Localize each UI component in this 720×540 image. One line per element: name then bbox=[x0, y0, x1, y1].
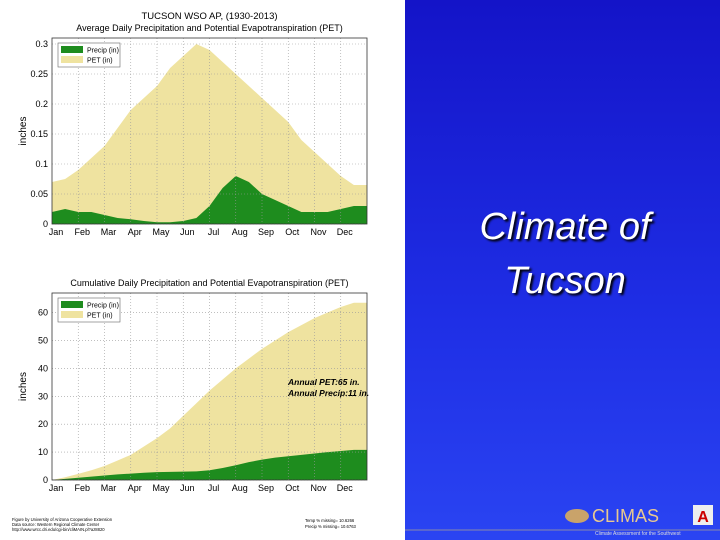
y-axis-label: inches bbox=[18, 372, 29, 401]
plot-frame bbox=[51, 292, 368, 481]
legend-swatch bbox=[61, 311, 83, 318]
annotation: Annual PET:65 in. bbox=[287, 377, 360, 387]
legend-label: Precip (in) bbox=[87, 303, 119, 310]
logo-mark: A bbox=[697, 509, 709, 526]
footer-note: Precip % missing= 10.6763 bbox=[305, 524, 357, 529]
y-tick-label: 0 bbox=[43, 219, 48, 229]
y-tick-label: 0.1 bbox=[35, 159, 48, 169]
x-tick-label: Oct bbox=[285, 227, 300, 237]
x-tick-label: Apr bbox=[128, 483, 142, 493]
legend-swatch bbox=[61, 46, 83, 53]
legend-label: PET (in) bbox=[87, 58, 113, 65]
footer-note: Temp % missing= 10.6266 bbox=[305, 518, 355, 523]
logo-tagline: Climate Assessment for the Southwest bbox=[595, 531, 681, 537]
slide-title: Climate of Tucson bbox=[479, 206, 651, 302]
x-tick-label: May bbox=[152, 227, 170, 237]
y-tick-label: 10 bbox=[38, 447, 48, 457]
charts: 0 0.05 0.1 0.15 0.2 0.25 0.3 Jan Feb Mar Apr May Jun… bbox=[12, 11, 369, 532]
x-tick-label: May bbox=[152, 483, 170, 493]
legend-swatch bbox=[61, 301, 83, 308]
x-tick-label: Mar bbox=[101, 227, 117, 237]
chart-title: Cumulative Daily Precipitation and Poten… bbox=[70, 278, 348, 288]
legend-label: Precip (in) bbox=[87, 48, 119, 55]
y-tick-label: 60 bbox=[38, 308, 48, 318]
plot-frame bbox=[51, 37, 368, 225]
y-tick-label: 30 bbox=[38, 391, 48, 401]
y-tick-label: 0 bbox=[43, 475, 48, 485]
title-panel bbox=[405, 0, 720, 540]
x-tick-label: Jan bbox=[49, 483, 64, 493]
x-tick-label: Jun bbox=[180, 227, 195, 237]
x-tick-label: Sep bbox=[258, 483, 274, 493]
y-tick-label: 0.15 bbox=[30, 129, 48, 139]
series-area bbox=[52, 449, 367, 480]
y-tick-label: 50 bbox=[38, 335, 48, 345]
legend-swatch bbox=[61, 56, 83, 63]
x-tick-label: Dec bbox=[337, 227, 354, 237]
x-tick-label: Apr bbox=[128, 227, 142, 237]
x-tick-label: Sep bbox=[258, 227, 274, 237]
x-tick-label: Jul bbox=[208, 227, 220, 237]
x-tick-label: Mar bbox=[101, 483, 117, 493]
logo-name: CLIMAS bbox=[592, 506, 659, 526]
footer-note: http://www.wrcc.dri.edu/cgi-bin/cliMAIN.… bbox=[12, 527, 105, 532]
x-tick-label: Jul bbox=[208, 483, 220, 493]
x-tick-label: Feb bbox=[74, 483, 90, 493]
footer-note: Figure by University of Arizona Cooperat… bbox=[12, 517, 113, 522]
annotation: Annual Precip:11 in. bbox=[287, 388, 369, 398]
x-tick-label: Nov bbox=[310, 227, 327, 237]
x-tick-label: Nov bbox=[310, 483, 327, 493]
legend-label: PET (in) bbox=[87, 313, 113, 320]
logo-badge bbox=[693, 505, 713, 525]
logo: CLIMAS Climate Assessment for the Southw… bbox=[405, 505, 720, 537]
y-tick-label: 0.2 bbox=[35, 99, 48, 109]
chart-subtitle: Average Daily Precipitation and Potentia… bbox=[76, 23, 342, 33]
chart-title: TUCSON WSO AP, (1930-2013) bbox=[141, 11, 277, 22]
y-tick-label: 40 bbox=[38, 363, 48, 373]
x-tick-label: Oct bbox=[285, 483, 300, 493]
logo-icon bbox=[565, 509, 589, 523]
footer-note: Data source: Western Regional Climate Ce… bbox=[12, 522, 100, 527]
x-tick-label: Aug bbox=[232, 227, 248, 237]
x-tick-label: Feb bbox=[74, 227, 90, 237]
y-tick-label: 20 bbox=[38, 419, 48, 429]
y-tick-label: 0.25 bbox=[30, 69, 48, 79]
y-tick-label: 0.3 bbox=[35, 39, 48, 49]
x-tick-label: Jan bbox=[49, 227, 64, 237]
x-tick-label: Aug bbox=[232, 483, 248, 493]
x-tick-label: Jun bbox=[180, 483, 195, 493]
y-axis-label: inches bbox=[18, 117, 29, 146]
y-tick-label: 0.05 bbox=[30, 189, 48, 199]
x-tick-label: Dec bbox=[337, 483, 354, 493]
